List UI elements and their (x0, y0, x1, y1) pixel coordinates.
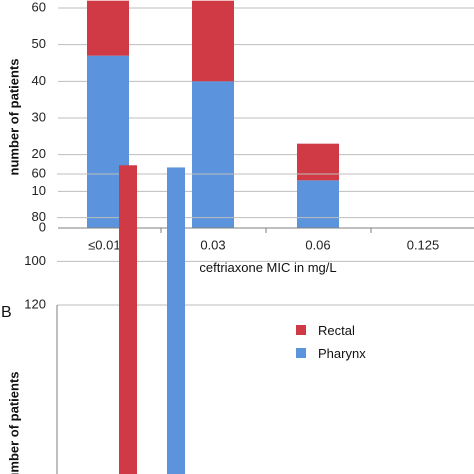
chart-b-y-tick-label: 100 (24, 253, 46, 268)
chart-a-y-tick-label: 40 (32, 73, 46, 88)
bar-pharynx-0-03 (192, 81, 234, 228)
legend-swatch-pharynx (296, 348, 306, 358)
chart-a-y-tick-label: 10 (32, 183, 46, 198)
chart-a-x-tick-label: 0.03 (200, 237, 225, 252)
chart-a-x-axis-label: ceftriaxone MIC in mg/L (199, 260, 336, 275)
bar-rectal-0-06 (297, 143, 339, 181)
legend-label-pharynx: Pharynx (318, 346, 366, 361)
chart-b-y-tick-label: 80 (32, 209, 46, 224)
chart-b-legend: Rectal Pharynx (296, 323, 366, 361)
chart-a-y-tick-labels: 0 10 20 30 40 50 60 (32, 0, 46, 234)
chart-b-y-tick-label: 60 (32, 165, 46, 180)
chart-a-x-tick-labels: ≤0.016 0.03 0.06 0.125 (88, 228, 439, 252)
chart-a-y-tick-label: 50 (32, 36, 46, 51)
chart-b-y-tick-label: 120 (24, 296, 46, 311)
bar-rectal-0-016 (87, 0, 129, 56)
chart-a-x-tick-label: 0.06 (305, 237, 330, 252)
chart-a-y-tick-label: 20 (32, 146, 46, 161)
chart-a-y-axis-label: number of patients (6, 58, 21, 175)
chart-a-x-tick-label: 0.125 (407, 237, 440, 252)
bar-pharynx-b-1 (167, 167, 185, 474)
chart-a-y-tick-label: 60 (32, 0, 46, 14)
legend-label-rectal: Rectal (318, 323, 355, 338)
legend-swatch-rectal (296, 325, 306, 335)
bar-pharynx-0-06 (297, 180, 339, 228)
chart-a-y-tick-label: 30 (32, 109, 46, 124)
panel-b-letter: B (1, 304, 12, 321)
chart-a-y-tick-label: 0 (39, 219, 46, 234)
bar-rectal-b-0 (119, 165, 137, 474)
chart-b-bars (119, 165, 185, 474)
chart-a-x-tick-label: ≤0.016 (88, 237, 128, 252)
chart-b-y-axis-label: number of patients (6, 371, 21, 474)
chart-a: 0 10 20 30 40 50 60 ≤0.016 0.03 0.06 0.125 number… (6, 0, 474, 275)
bar-rectal-0-03 (192, 0, 234, 82)
